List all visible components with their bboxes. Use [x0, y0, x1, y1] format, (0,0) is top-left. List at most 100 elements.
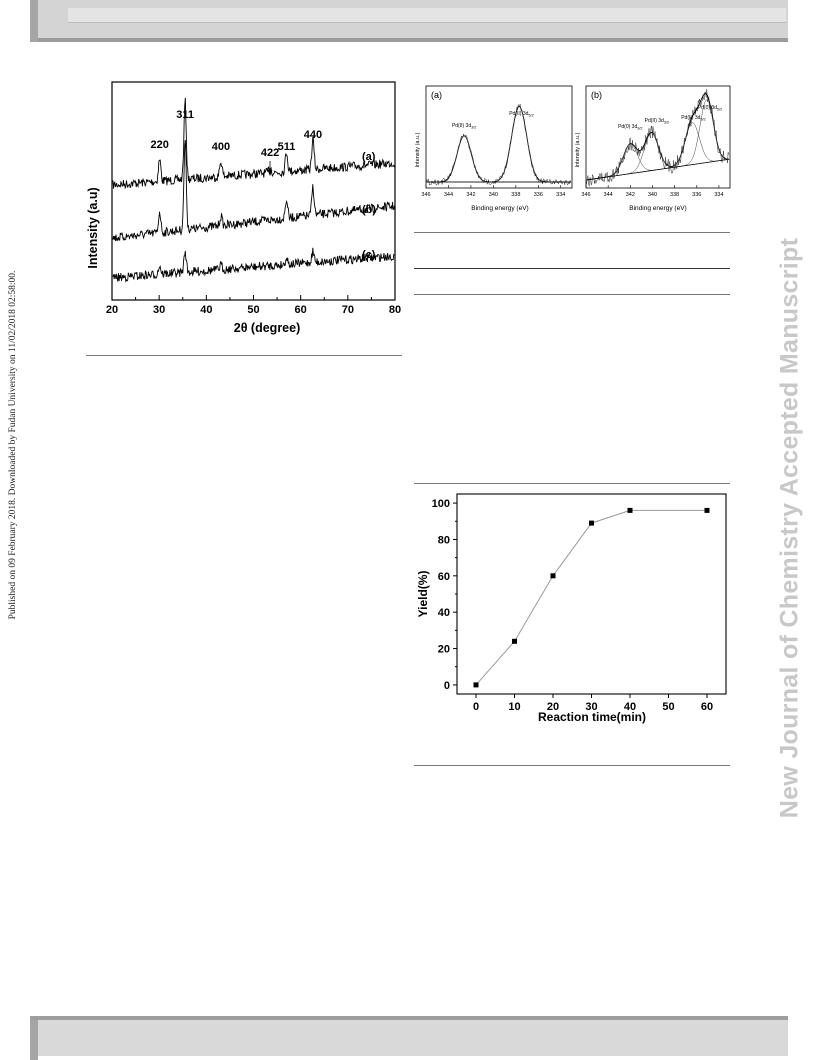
- footer-bar: [30, 1016, 788, 1060]
- yield-y-tick-label: 100: [432, 498, 450, 510]
- xpsb-x-tick-label: 340: [648, 192, 657, 198]
- xpsa-fit-component: [426, 106, 572, 183]
- yield-series-line-group: [475, 509, 707, 686]
- yield-x-tick-label: 40: [624, 701, 636, 713]
- xrd-series-line: [112, 97, 395, 190]
- xrd-x-tick-label: 30: [153, 304, 165, 316]
- xpsb-x-tick-label: 344: [604, 192, 613, 198]
- yield-figure-bottom-rule: [414, 765, 730, 766]
- xpsb-peak-annotation: Pd(0) 3d5/2: [698, 105, 722, 112]
- yield-x-tick-label: 20: [547, 701, 559, 713]
- yield-series-line: [475, 509, 707, 686]
- xrd-peak-label: 422: [261, 147, 279, 159]
- xrd-peak-label: 400: [212, 141, 230, 153]
- xrd-series-label: (c): [362, 249, 376, 261]
- xrd-series-line: [112, 247, 395, 283]
- xpsa-x-tick-label: 340: [489, 192, 498, 198]
- xps-b-annotation-group: Pd(0) 3d3/2Pd(II) 3d3/2 Pd(II) 3d5/2 Pd(0)…: [618, 105, 722, 131]
- yield-data-point: [589, 520, 594, 526]
- xrd-peak-arrowhead: [267, 170, 273, 176]
- xpsa-x-tick-label: 344: [444, 192, 453, 198]
- xrd-x-tick-label: 50: [247, 304, 259, 316]
- xpsb-peak-annotation: Pd(II) 3d5/2: [681, 115, 705, 122]
- xrd-peak-label: 311: [176, 109, 194, 121]
- xrd-x-tick-label: 20: [106, 304, 118, 316]
- yield-data-point: [550, 573, 556, 579]
- xpsb-x-tick-label: 338: [670, 192, 679, 198]
- yield-x-tick-label: 50: [662, 701, 674, 713]
- xps-b-x-axis-label: Binding energy (eV): [629, 205, 686, 212]
- header-bar-inner: [68, 8, 786, 23]
- yield-x-tick-label: 10: [508, 701, 520, 713]
- xps-a-panel-label: (a): [431, 90, 442, 100]
- xpsb-fit-component: [586, 122, 730, 181]
- xrd-x-tick-label: 70: [342, 304, 354, 316]
- yield-data-point: [704, 507, 710, 513]
- xpsb-x-tick-label: 336: [692, 192, 701, 198]
- xpsa-peak-annotation: Pd(II) 3d3/2: [452, 123, 476, 130]
- xpsa-x-tick-label: 336: [534, 192, 543, 198]
- table-rule-middle: [414, 268, 730, 269]
- xpsa-x-tick-label: 342: [466, 192, 475, 198]
- xrd-caption-rule: [86, 355, 402, 356]
- xps-a-tick-group: 346 344 342 340 338 336 334: [421, 185, 565, 198]
- yield-y-tick-label: 80: [438, 534, 450, 546]
- yield-data-point: [473, 682, 479, 688]
- xrd-series-label: (b): [362, 204, 376, 216]
- yield-y-axis-label: Yield(%): [416, 571, 430, 618]
- xpsb-raw-curve: [586, 88, 730, 187]
- xps-panel-a: 346 344 342 340 338 336 334 Pd(II) 3d3/2Pd(II)…: [415, 85, 573, 212]
- yield-chart: 0 10 20 30 40 50 60 0 20 40 60 80 100 Reaction time(…: [416, 493, 727, 724]
- yield-y-tick-label: 60: [438, 571, 450, 583]
- yield-data-point: [512, 638, 517, 644]
- yield-x-tick-label: 60: [701, 701, 713, 713]
- xrd-series-label: (a): [362, 151, 376, 163]
- xpsb-x-tick-label: 334: [714, 192, 723, 198]
- xpsa-plot-border: [425, 85, 573, 189]
- yield-y-tick-label: 20: [438, 644, 450, 656]
- xps-a-x-axis-label: Binding energy (eV): [471, 205, 528, 212]
- xrd-peak-label: 440: [304, 129, 322, 141]
- xrd-series-label-group: (a) (b) (c): [362, 151, 376, 261]
- xpsb-fit-component: [586, 99, 730, 181]
- xps-a-frame: [425, 85, 573, 189]
- xps-b-tick-group: 346 344 342 340 338 336 334: [581, 185, 724, 198]
- yield-x-tick-label: 0: [473, 701, 479, 713]
- footer-bar-edge: [30, 1020, 38, 1060]
- xpsa-fit-envelope: [426, 106, 571, 183]
- xrd-y-axis-label: Intensity (a.u): [86, 187, 100, 268]
- journal-watermark-text: New Journal of Chemistry Accepted Manusc…: [775, 237, 804, 819]
- xrd-series-group: [112, 97, 395, 283]
- xrd-tick-group: 20 30 40 50 60 70 80: [106, 295, 401, 316]
- yield-x-axis-label: Reaction time(min): [538, 710, 646, 724]
- xpsa-peak-annotation: Pd(II) 3d5/2: [509, 111, 533, 118]
- xrd-peak-label: 511: [278, 141, 296, 153]
- table-rule-top: [414, 232, 730, 233]
- xpsa-raw-curve: [426, 103, 572, 186]
- xps-b-y-axis-label: Intensity (a.u.): [575, 132, 581, 167]
- xpsb-peak-annotation: Pd(II) 3d3/2: [645, 118, 669, 125]
- xps-b-frame: [585, 85, 731, 189]
- xps-panel-b: 346 344 342 340 338 336 334 Pd(0) 3d3/2Pd(II) …: [575, 85, 731, 212]
- xpsb-baseline: [586, 158, 730, 181]
- xps-b-panel-label: (b): [591, 90, 602, 100]
- xps-a-annotation-group: Pd(II) 3d3/2 Pd(II) 3d5/2: [452, 111, 534, 130]
- xpsa-x-tick-label: 338: [511, 192, 520, 198]
- yield-figure-top-rule: [414, 483, 730, 484]
- xrd-peak-label: 220: [150, 139, 168, 151]
- xps-a-y-axis-label: Intensity (a.u.): [415, 132, 421, 167]
- xrd-x-tick-label: 40: [200, 304, 212, 316]
- xrd-x-axis-label: 2θ (degree): [234, 321, 301, 335]
- xps-b-curves: [586, 88, 730, 187]
- xpsb-x-tick-label: 342: [626, 192, 635, 198]
- xrd-x-tick-label: 80: [389, 304, 401, 316]
- download-note-text: Published on 09 February 2018. Downloade…: [8, 270, 18, 620]
- xpsa-fit-component: [426, 135, 572, 183]
- xrd-series-line: [112, 140, 395, 242]
- table-rule-bottom: [414, 294, 730, 295]
- xps-a-curves: [426, 103, 572, 186]
- header-bar-edge: [30, 0, 38, 42]
- xpsb-fit-component: [586, 132, 730, 181]
